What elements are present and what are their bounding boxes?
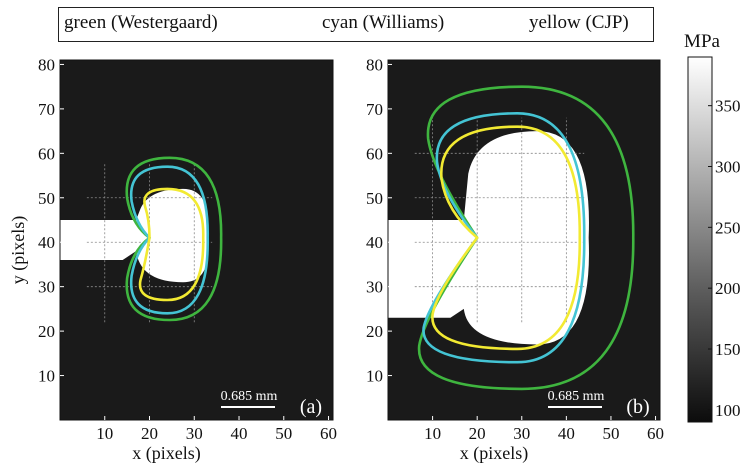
contour-williams [129, 165, 209, 315]
colorbar-tick-label: 200 [715, 279, 740, 298]
x-tick-label: 20 [469, 424, 486, 443]
x-tick-label: 30 [186, 424, 203, 443]
x-tick-label: 60 [647, 424, 664, 443]
colorbar-unit: MPa [684, 31, 720, 52]
x-tick-label: 10 [96, 424, 113, 443]
y-tick-label: 80 [38, 55, 55, 74]
colorbar-tick-label: 100 [715, 401, 740, 420]
plastic-zone [60, 188, 209, 283]
x-axis-label: x (pixels) [132, 443, 200, 464]
colorbar-tick-label: 250 [715, 218, 740, 237]
y-tick-label: 70 [38, 100, 55, 119]
colorbar-tick-label: 150 [715, 340, 740, 359]
scale-bar-label: 0.685 mm [548, 389, 605, 404]
colorbar: MPa 100 150 200 250 300 350 [684, 31, 740, 423]
y-tick-label: 30 [366, 278, 383, 297]
panel-a: 10 20 30 40 50 60 10 20 30 40 50 60 70 80 x (pixels) y … [8, 55, 337, 464]
panel-label: (b) [626, 396, 649, 418]
y-tick-label: 10 [366, 367, 383, 386]
y-tick-label: 80 [366, 55, 383, 74]
legend-box: green (Westergaard) cyan (Williams) yell… [58, 7, 654, 42]
x-tick-label: 10 [424, 424, 441, 443]
y-tick-label: 50 [38, 189, 55, 208]
legend-westergaard: green (Westergaard) [64, 12, 218, 33]
contour-williams [422, 112, 586, 364]
y-tick-label: 40 [366, 233, 383, 252]
x-tick-label: 40 [231, 424, 248, 443]
plastic-zone [388, 131, 589, 345]
scale-bar-label: 0.685 mm [221, 389, 278, 404]
y-tick-label: 20 [366, 322, 383, 341]
x-tick-label: 30 [513, 424, 530, 443]
y-tick-label: 50 [366, 189, 383, 208]
y-tick-label: 30 [38, 278, 55, 297]
panel-b: 10 20 30 40 50 60 10 20 30 40 50 60 70 80 x (pixels) 0.… [366, 55, 664, 464]
x-tick-label: 40 [558, 424, 575, 443]
y-tick-label: 40 [38, 233, 55, 252]
contour-westergaard [417, 85, 635, 391]
colorbar-tick-label: 300 [715, 158, 740, 177]
legend-cjp: yellow (CJP) [529, 12, 629, 33]
x-axis-label: x (pixels) [460, 443, 528, 464]
y-tick-label: 70 [366, 100, 383, 119]
y-tick-label: 60 [38, 144, 55, 163]
colorbar-tick-label: 350 [715, 97, 740, 116]
x-tick-label: 60 [320, 424, 337, 443]
x-tick-label: 50 [602, 424, 619, 443]
panel-label: (a) [300, 396, 322, 418]
y-axis-label: y (pixels) [8, 216, 29, 284]
plot-frame [387, 59, 661, 421]
y-tick-label: 60 [366, 144, 383, 163]
colorbar-gradient [687, 56, 713, 423]
x-tick-label: 50 [275, 424, 292, 443]
contour-westergaard [125, 156, 223, 322]
legend-williams: cyan (Williams) [322, 12, 445, 33]
x-tick-label: 20 [141, 424, 158, 443]
contour-cjp [138, 187, 205, 302]
plot-frame [59, 59, 334, 421]
y-tick-label: 20 [38, 322, 55, 341]
contour-cjp [431, 125, 582, 351]
y-tick-label: 10 [38, 367, 55, 386]
